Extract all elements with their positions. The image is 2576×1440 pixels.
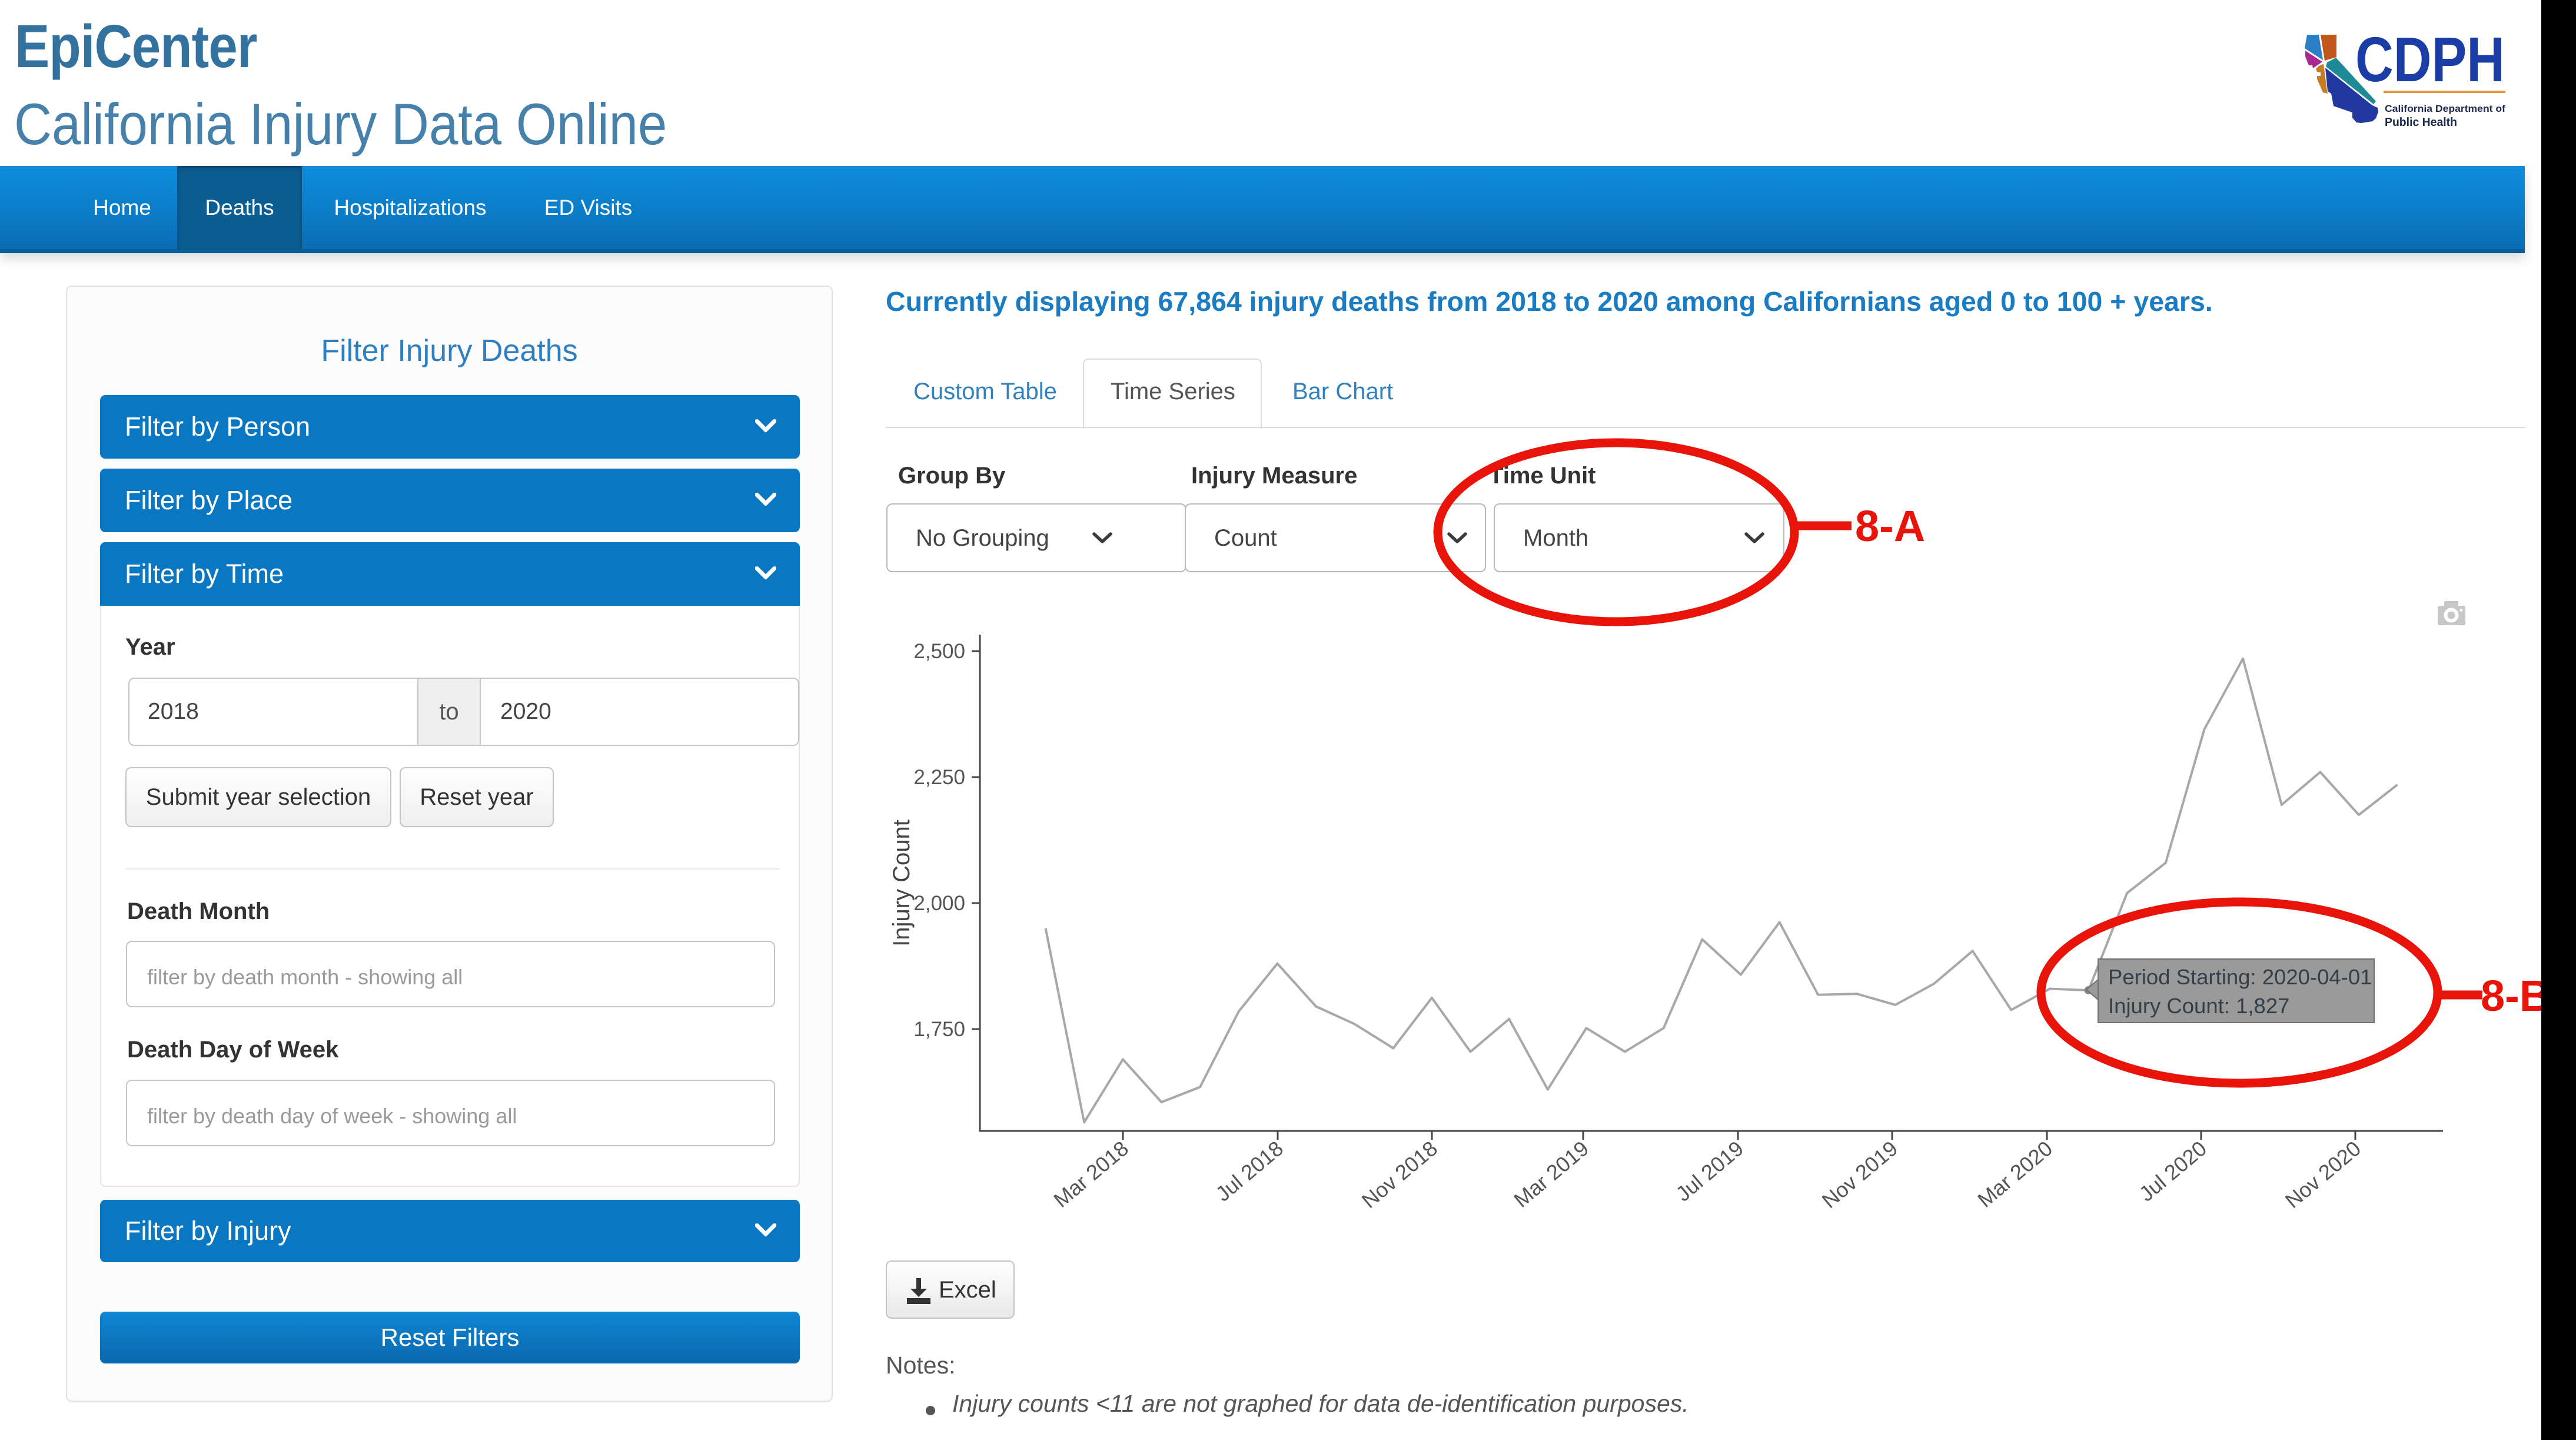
svg-text:Public Health: Public Health — [2385, 115, 2457, 129]
svg-text:2,250: 2,250 — [913, 766, 965, 789]
svg-text:1,750: 1,750 — [913, 1018, 965, 1041]
svg-text:Injury Count: Injury Count — [889, 819, 915, 947]
svg-text:8-A: 8-A — [1855, 502, 1925, 550]
svg-text:CDPH: CDPH — [2355, 24, 2505, 95]
svg-text:8-B: 8-B — [2481, 971, 2551, 1020]
svg-text:2,000: 2,000 — [913, 892, 965, 915]
svg-text:Period Starting: 2020-04-01: Period Starting: 2020-04-01 — [2108, 965, 2372, 989]
svg-text:2,500: 2,500 — [913, 640, 965, 663]
svg-text:California Department of: California Department of — [2385, 103, 2505, 114]
svg-text:Injury Count: 1,827: Injury Count: 1,827 — [2108, 994, 2289, 1018]
